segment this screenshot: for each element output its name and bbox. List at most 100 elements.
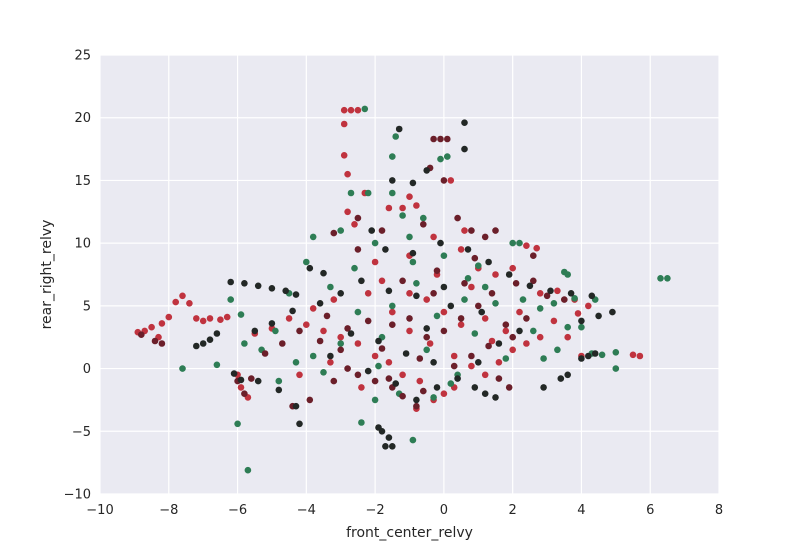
data-point: [309, 233, 317, 241]
data-point: [492, 271, 499, 278]
data-point: [292, 402, 300, 410]
data-point: [612, 349, 620, 356]
data-point: [420, 214, 427, 222]
x-axis-label: front_center_relvy: [346, 525, 473, 541]
x-tick-label: −2: [366, 503, 385, 518]
data-point: [468, 283, 475, 291]
data-point: [595, 312, 602, 320]
data-point: [437, 135, 444, 143]
data-point: [444, 153, 451, 160]
data-point: [481, 315, 489, 322]
data-point: [423, 167, 431, 174]
data-point: [268, 285, 276, 292]
data-point: [364, 367, 372, 375]
data-point: [423, 296, 431, 303]
data-point: [358, 419, 365, 426]
data-point: [550, 317, 558, 325]
data-point: [361, 105, 369, 113]
data-point: [354, 308, 362, 316]
data-point: [547, 287, 554, 295]
data-point: [389, 302, 396, 310]
data-point: [530, 327, 537, 335]
data-point: [151, 337, 159, 345]
data-point: [516, 239, 523, 247]
data-point: [251, 327, 259, 335]
data-point: [516, 327, 523, 335]
data-point: [371, 352, 379, 360]
data-point: [440, 252, 448, 259]
data-point: [437, 239, 444, 247]
data-point: [440, 177, 448, 184]
data-point: [540, 384, 547, 391]
data-point: [303, 258, 310, 266]
data-point: [375, 362, 382, 370]
data-point: [437, 155, 444, 163]
data-point: [447, 302, 455, 310]
data-point: [440, 308, 448, 316]
data-point: [495, 340, 503, 347]
data-point: [543, 292, 551, 300]
data-point: [492, 300, 499, 307]
data-point: [340, 106, 348, 114]
data-point: [193, 342, 200, 350]
data-point: [578, 317, 585, 325]
data-point: [172, 298, 179, 306]
data-point: [450, 362, 458, 370]
data-point: [554, 287, 561, 295]
data-point: [519, 296, 527, 303]
plot-background: [100, 55, 719, 494]
data-point: [512, 280, 520, 287]
data-point: [430, 233, 437, 241]
data-point: [406, 233, 413, 241]
data-point: [657, 275, 664, 282]
data-point: [526, 282, 534, 290]
data-point: [409, 258, 417, 266]
data-point: [389, 443, 396, 450]
data-point: [337, 227, 345, 234]
data-point: [461, 280, 468, 287]
series-1: [179, 105, 671, 474]
data-point: [564, 323, 571, 331]
data-point: [330, 377, 338, 385]
data-point: [509, 239, 516, 247]
data-point: [502, 355, 510, 362]
data-point: [186, 300, 193, 307]
y-tick-label: −10: [64, 488, 91, 503]
data-point: [488, 290, 496, 297]
data-point: [444, 135, 451, 143]
data-point: [588, 292, 596, 300]
data-point: [213, 361, 221, 369]
data-point: [320, 369, 327, 376]
data-point: [420, 221, 427, 228]
y-tick-label: −5: [72, 425, 91, 440]
data-point: [399, 277, 406, 285]
data-point: [309, 352, 317, 360]
data-point: [399, 204, 406, 212]
data-point: [206, 336, 214, 344]
data-point: [371, 377, 379, 385]
data-point: [399, 371, 406, 379]
data-point: [536, 290, 544, 297]
data-point: [375, 337, 382, 345]
data-point: [430, 135, 437, 143]
data-point: [138, 331, 145, 339]
y-tick-label: 15: [74, 174, 91, 189]
data-point: [347, 330, 355, 337]
data-point: [199, 317, 207, 325]
data-point: [392, 380, 400, 387]
data-point: [385, 375, 393, 382]
data-point: [591, 350, 599, 357]
data-point: [578, 323, 585, 331]
x-tick-label: 6: [646, 503, 654, 518]
x-tick-label: −8: [159, 503, 178, 518]
data-point: [554, 346, 561, 354]
data-point: [433, 312, 441, 320]
data-point: [227, 296, 234, 303]
data-point: [423, 325, 431, 332]
data-point: [502, 321, 510, 329]
data-point: [440, 283, 448, 291]
data-point: [629, 351, 637, 359]
x-tick-label: 2: [509, 503, 517, 518]
data-point: [433, 267, 441, 275]
data-point: [296, 371, 303, 379]
